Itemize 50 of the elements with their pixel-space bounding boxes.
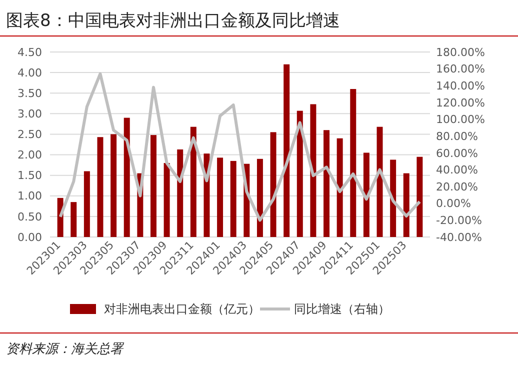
text: 资料来源：海关总署 [6, 342, 125, 357]
bar [416, 156, 423, 237]
bar [217, 158, 224, 237]
bar [350, 89, 356, 237]
y-tick-label: 2.00 [18, 148, 42, 162]
y2-tick-label: 80.00% [436, 130, 478, 143]
y2-tick-label: -40.00% [436, 230, 482, 244]
bar [336, 138, 343, 237]
y-tick-label: 1.00 [18, 190, 42, 203]
bar [270, 132, 276, 237]
bar [310, 104, 316, 237]
y2-tick-label: 20.00% [436, 180, 478, 194]
y2-tick-label: 100.00% [436, 113, 485, 126]
bar [70, 202, 77, 237]
y-tick-label: 4.00 [18, 66, 42, 80]
y-tick-label: 0.00 [18, 230, 42, 244]
bar [284, 64, 290, 237]
y2-tick-label: 180.00% [436, 46, 485, 59]
y-tick-label: 3.50 [18, 86, 42, 100]
bar [363, 152, 370, 237]
y-tick-label: 3.00 [18, 108, 42, 121]
bar [124, 118, 130, 237]
y2-tick-label: -20.00% [436, 214, 482, 228]
bar [177, 149, 184, 237]
chart-title: 图表8：中国电表对非洲出口金额及同比增速 [6, 11, 340, 31]
y-tick-label: 2.50 [18, 128, 42, 142]
y2-tick-label: 140.00% [436, 79, 485, 92]
y2-tick-label: 120.00% [436, 96, 485, 110]
bar [84, 171, 90, 237]
y2-tick-label: 0.00% [436, 197, 471, 210]
y2-tick-label: 40.00% [436, 164, 478, 177]
y-tick-label: 4.50 [18, 46, 42, 59]
bar [110, 134, 117, 237]
y2-tick-label: 160.00% [436, 62, 485, 76]
y-tick-label: 1.50 [18, 169, 42, 182]
bar [296, 110, 303, 237]
legend-label: 同比增速（右轴） [294, 302, 390, 316]
bar [190, 126, 196, 237]
y2-tick-label: 60.00% [436, 146, 478, 160]
bar [97, 137, 104, 237]
line-series [58, 72, 422, 222]
bar [150, 135, 156, 237]
bar [324, 130, 330, 237]
bar [390, 160, 396, 237]
legend-label: 对非洲电表出口金额（亿元） [104, 302, 260, 316]
y-tick-label: 0.50 [18, 210, 42, 224]
bar [230, 160, 236, 237]
bar [164, 163, 170, 237]
bar [256, 158, 263, 237]
bar [403, 173, 410, 237]
